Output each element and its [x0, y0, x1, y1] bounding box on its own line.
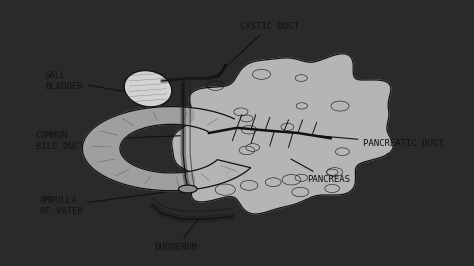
- Ellipse shape: [124, 71, 172, 107]
- Ellipse shape: [178, 185, 197, 193]
- Text: GALL
BLADDER: GALL BLADDER: [45, 71, 143, 95]
- Text: CYSTIC DUCT: CYSTIC DUCT: [225, 22, 300, 67]
- Text: PANCREATIC DUCT: PANCREATIC DUCT: [305, 135, 444, 148]
- Text: COMMON
BILE DUCT: COMMON BILE DUCT: [36, 131, 180, 151]
- Text: DUODENUM: DUODENUM: [155, 220, 198, 252]
- Text: AMPULLA
OF VATER: AMPULLA OF VATER: [40, 189, 185, 216]
- Polygon shape: [172, 54, 393, 214]
- Polygon shape: [82, 107, 251, 191]
- Text: PANCREAS: PANCREAS: [291, 159, 350, 184]
